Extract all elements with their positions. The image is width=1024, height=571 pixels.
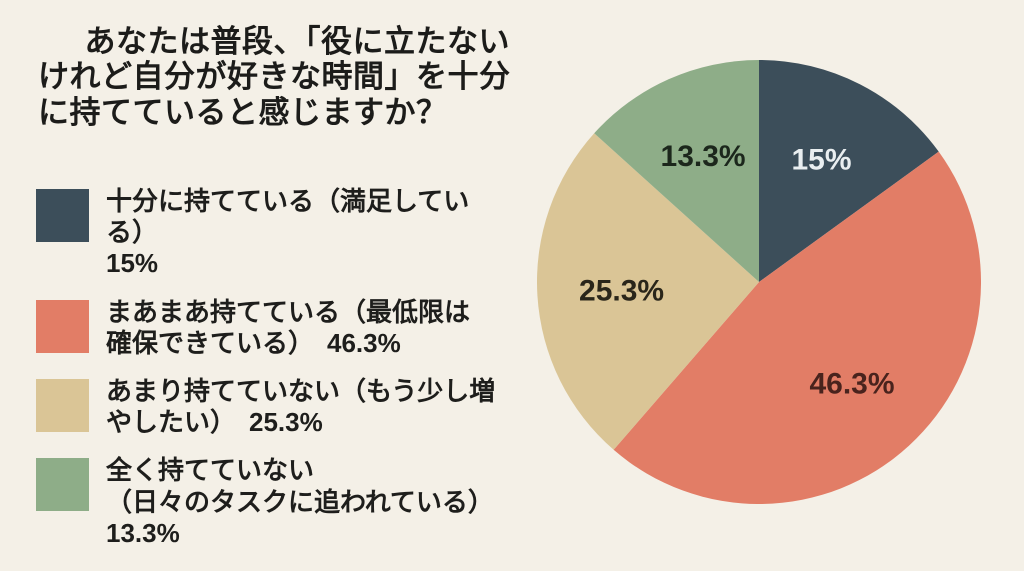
pie-slice-1 (613, 151, 981, 504)
legend-swatch-somewhat (36, 299, 89, 353)
legend: 十分に持てている（満足している） 15% まあまあ持てている（最低限は 確保でき… (36, 186, 506, 549)
pie-slice-label-1: 46.3% (809, 367, 894, 400)
legend-item-none: 全く持てていない （日々のタスクに追われている） 13.3% (36, 455, 506, 549)
legend-label-somewhat: まあまあ持てている（最低限は 確保できている） 46.3% (106, 296, 471, 358)
legend-label-not-much: あまり持てていない（もう少し増 やしたい） 25.3% (106, 375, 496, 438)
pie-slice-label-2: 25.3% (579, 274, 664, 307)
legend-label-none: 全く持てていない （日々のタスクに追われている） 13.3% (106, 455, 494, 548)
legend-item-not-much: あまり持てていない（もう少し増 やしたい） 25.3% (36, 376, 506, 438)
pie-chart: 15% 46.3% 25.3% 13.3% (537, 60, 981, 504)
legend-swatch-not-much (36, 378, 89, 432)
legend-swatch-enough (36, 189, 89, 242)
legend-label-enough: 十分に持てている（満足している） 15% (106, 186, 470, 279)
pie-slice-label-3: 13.3% (661, 140, 746, 173)
pie-slice-0 (759, 60, 939, 282)
pie-slice-2 (537, 133, 759, 450)
pie-slice-3 (594, 60, 759, 282)
legend-swatch-none (36, 458, 89, 512)
legend-item-somewhat: まあまあ持てている（最低限は 確保できている） 46.3% (36, 297, 506, 359)
survey-question-title: あなたは普段、「役に立たない けれど自分が好きな時間」を十分 に持てていると感じ… (38, 24, 511, 130)
pie-slice-label-0: 15% (791, 143, 851, 176)
legend-item-enough: 十分に持てている（満足している） 15% (36, 186, 506, 280)
